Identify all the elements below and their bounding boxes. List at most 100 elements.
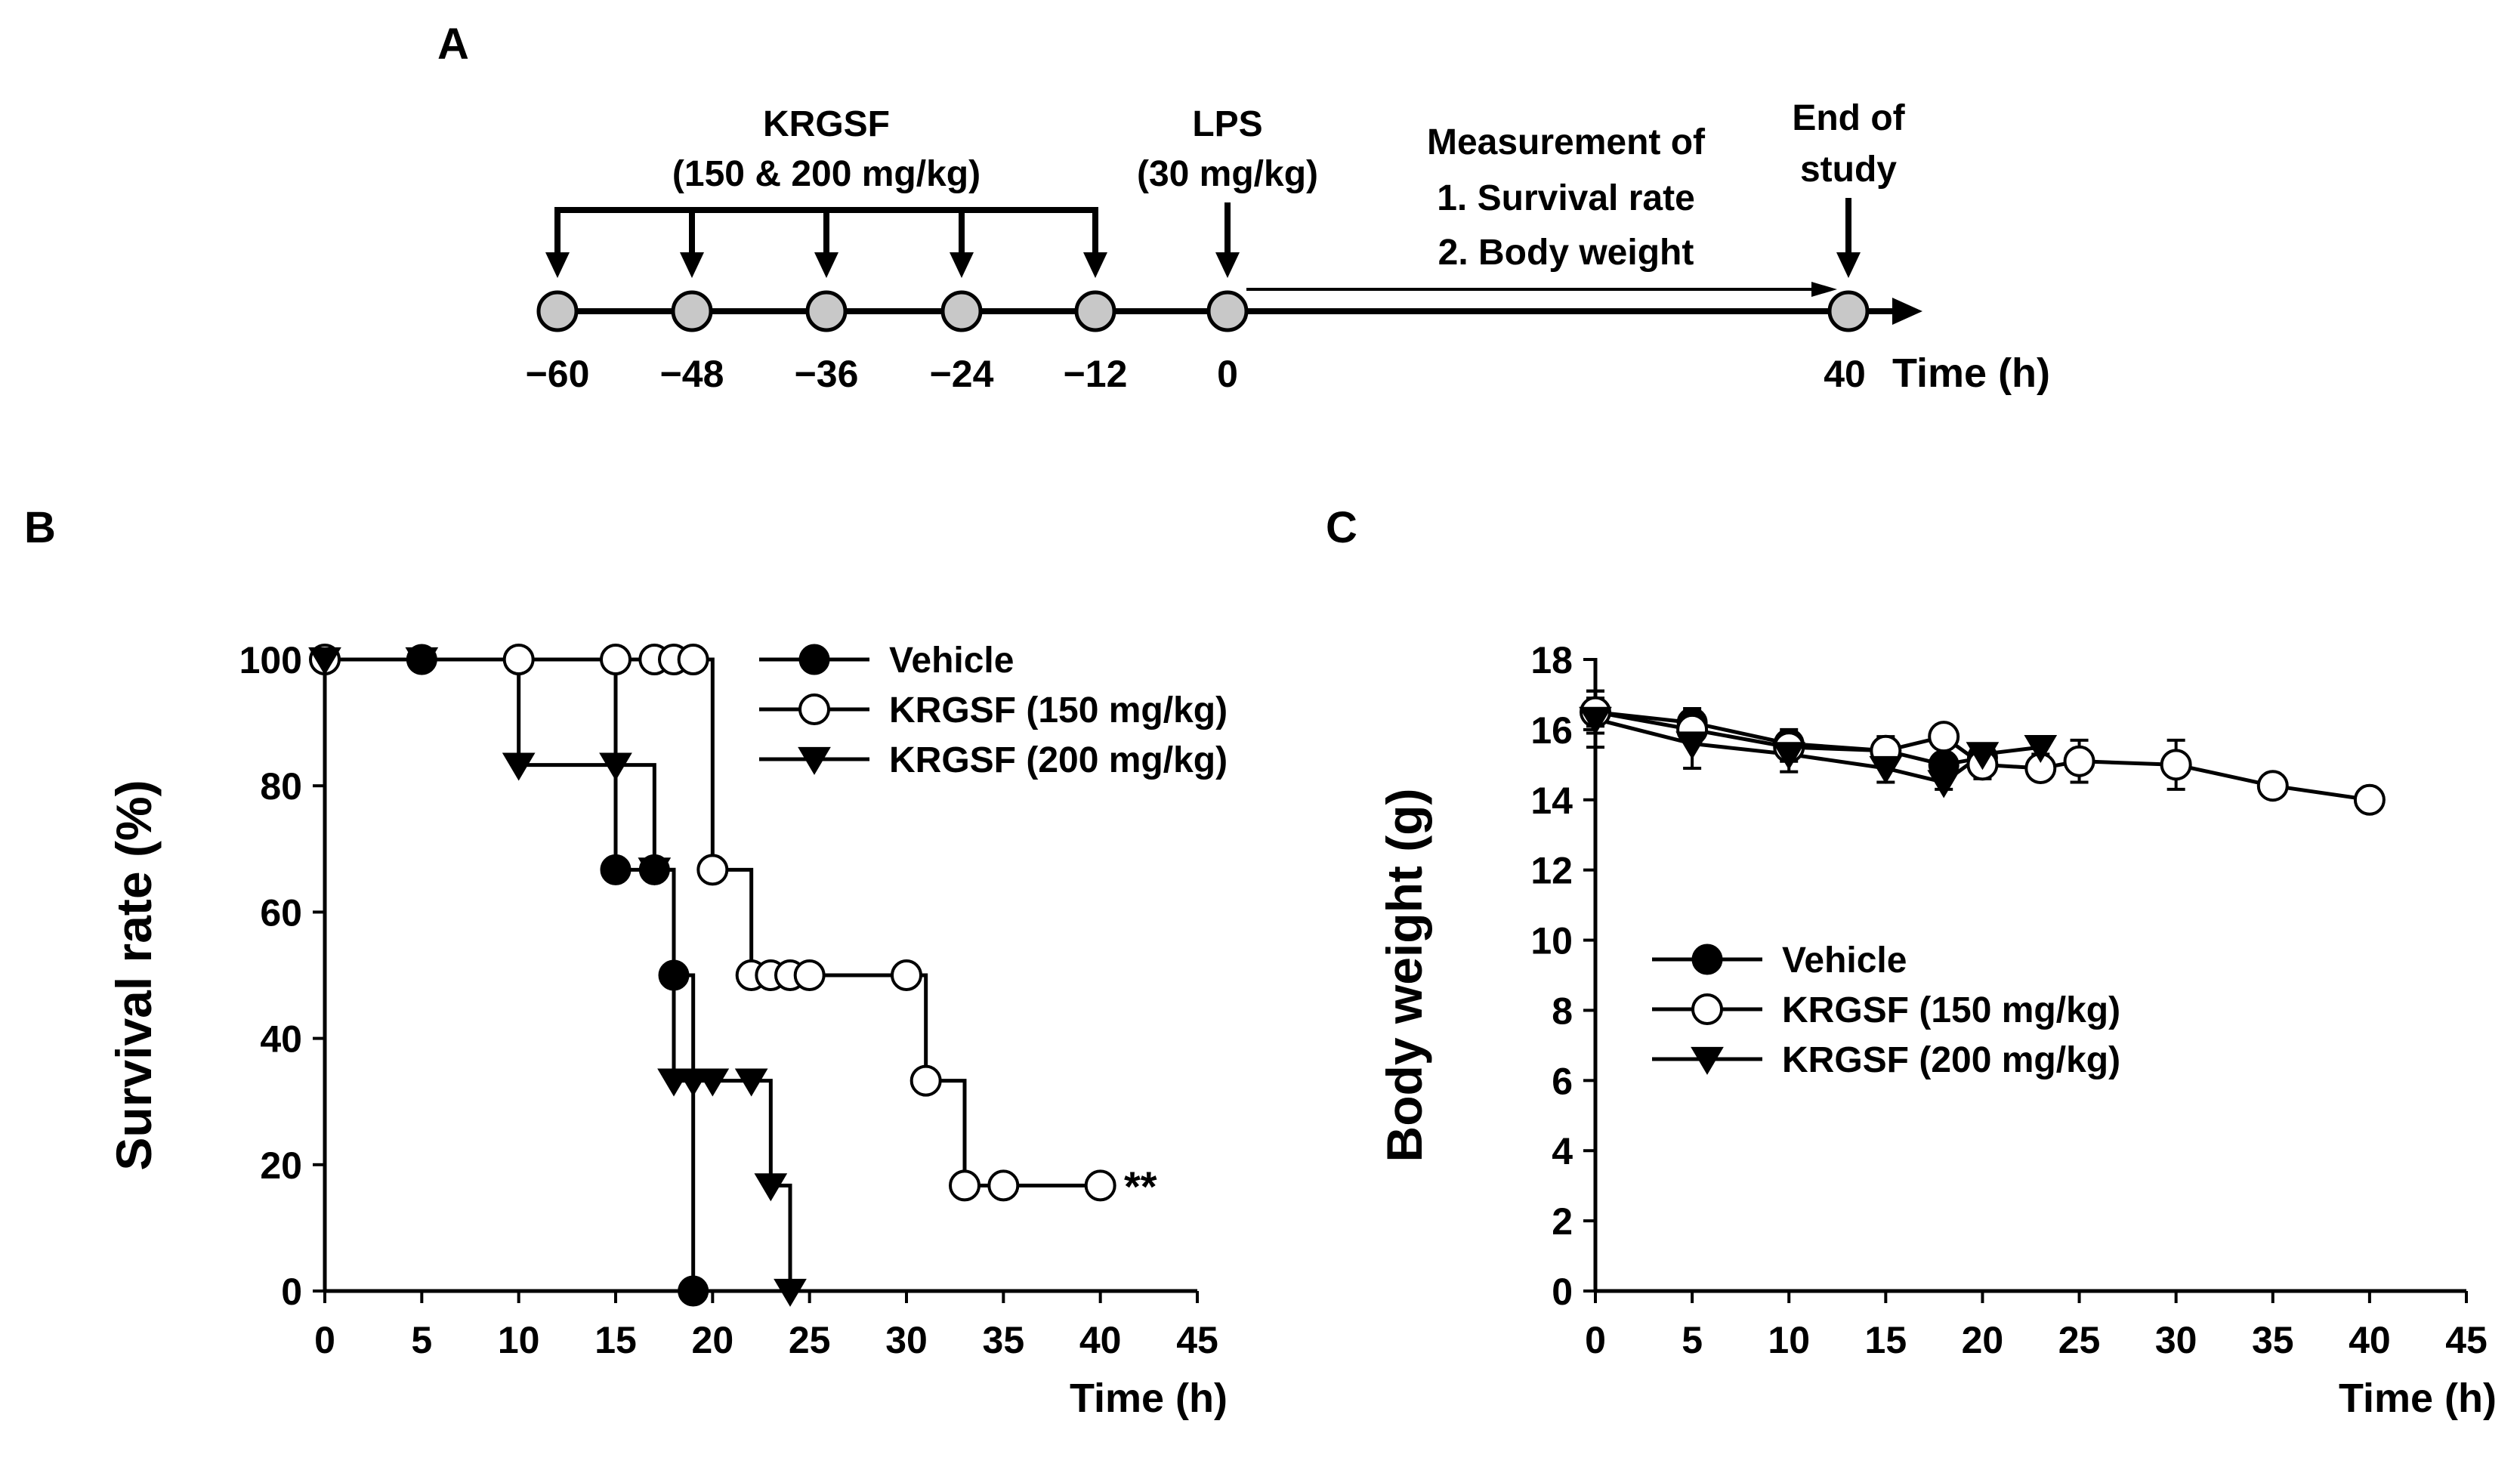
legend-marker-krgsf-150-mg-kg xyxy=(1691,993,1723,1025)
body-weight-series-markers xyxy=(1579,696,2386,816)
data-point-krgsf-200-mg-kg xyxy=(1869,755,1903,784)
body-weight-y-tick-label: 4 xyxy=(1552,1130,1573,1172)
data-point-krgsf-200-mg-kg xyxy=(1966,742,2000,771)
data-point-krgsf-200-mg-kg xyxy=(774,1278,807,1307)
legend-label-krgsf-150-mg-kg: KRGSF (150 mg/kg) xyxy=(889,690,1228,730)
data-point-krgsf-150-mg-kg xyxy=(909,1064,942,1097)
lps-dose: (30 mg/kg) xyxy=(1137,154,1318,194)
timeline-label: −60 xyxy=(526,353,590,395)
panel-b-label: B xyxy=(24,503,56,552)
data-point-krgsf-150-mg-kg xyxy=(600,644,632,675)
body-weight-y-tick-label: 18 xyxy=(1530,639,1573,681)
survival-y-tick-label: 40 xyxy=(260,1018,302,1061)
timeline-label: −12 xyxy=(1064,353,1128,395)
data-point-krgsf-200-mg-kg xyxy=(1579,706,1612,735)
data-point-krgsf-200-mg-kg xyxy=(405,647,439,675)
end-of-study-line-1: End of xyxy=(1792,98,1905,138)
survival-y-tick-label: 80 xyxy=(260,765,302,808)
legend-marker-krgsf-200-mg-kg xyxy=(798,746,831,775)
legend-label-krgsf-150-mg-kg: KRGSF (150 mg/kg) xyxy=(1782,990,2120,1030)
data-point-krgsf-150-mg-kg xyxy=(949,1169,981,1202)
timeline-node xyxy=(1827,290,1870,332)
body-weight-y-tick-label: 6 xyxy=(1552,1060,1573,1102)
data-point-krgsf-200-mg-kg xyxy=(2024,734,2058,764)
data-point-krgsf-200-mg-kg xyxy=(308,647,341,675)
body-weight-x-tick-label: 25 xyxy=(2058,1319,2101,1361)
body-weight-x-tick-label: 40 xyxy=(2349,1319,2391,1361)
data-point-krgsf-150-mg-kg xyxy=(891,959,922,991)
body-weight-y-tick-label: 8 xyxy=(1552,990,1573,1032)
legend-label-vehicle: Vehicle xyxy=(889,641,1014,681)
timeline-nodes xyxy=(536,290,1870,332)
survival-y-tick-label: 100 xyxy=(239,639,302,681)
legend-marker-vehicle xyxy=(798,644,830,675)
data-point-krgsf-200-mg-kg xyxy=(754,1173,788,1202)
survival-x-tick-label: 15 xyxy=(594,1319,637,1361)
data-point-vehicle xyxy=(600,854,632,885)
series-line-krgsf-200-mg-kg xyxy=(325,657,792,1291)
timeline-label: −24 xyxy=(930,353,994,395)
dosing-arrows xyxy=(545,210,1107,278)
timeline-node xyxy=(536,290,579,332)
timeline-labels: −60 −48 −36 −24 −12 0 40 xyxy=(526,353,1866,395)
body-weight-x-tick-label: 45 xyxy=(2445,1319,2488,1361)
survival-x-tick-label: 40 xyxy=(1079,1319,1122,1361)
legend-marker-krgsf-200-mg-kg xyxy=(1691,1046,1724,1075)
lps-title: LPS xyxy=(1192,104,1262,144)
body-weight-y-tick-label: 16 xyxy=(1530,709,1573,752)
survival-y-axis-label: Survival rate (%) xyxy=(106,780,162,1170)
survival-x-tick-label: 25 xyxy=(789,1319,831,1361)
body-weight-x-tick-label: 5 xyxy=(1682,1319,1703,1361)
timeline-label: 40 xyxy=(1824,353,1866,395)
data-point-krgsf-150-mg-kg xyxy=(2256,770,2289,802)
legend-marker-vehicle xyxy=(1691,944,1723,975)
significance-marker: ** xyxy=(1124,1163,1157,1210)
body-weight-x-tick-label: 10 xyxy=(1768,1319,1810,1361)
data-point-krgsf-150-mg-kg xyxy=(2353,783,2386,816)
timeline-label: 0 xyxy=(1217,353,1238,395)
series-line-krgsf-150-mg-kg xyxy=(325,657,1101,1188)
body-weight-x-tick-label: 0 xyxy=(1585,1319,1606,1361)
timeline-node xyxy=(671,290,713,332)
timeline-node xyxy=(1206,290,1249,332)
panel-a-label: A xyxy=(437,20,469,69)
data-point-krgsf-200-mg-kg xyxy=(599,752,632,781)
survival-x-tick-label: 10 xyxy=(498,1319,540,1361)
timeline-node xyxy=(805,290,848,332)
survival-y-tick-label: 20 xyxy=(260,1144,302,1187)
survival-legend: Vehicle KRGSF (150 mg/kg) KRGSF (200 mg/kg… xyxy=(759,641,1228,780)
survival-x-tick-label: 35 xyxy=(983,1319,1025,1361)
timeline-arrowhead xyxy=(1892,298,1922,325)
body-weight-x-axis-label: Time (h) xyxy=(2339,1376,2497,1421)
end-of-study-arrowhead xyxy=(1836,252,1861,278)
body-weight-legend: Vehicle KRGSF (150 mg/kg) KRGSF (200 mg/kg… xyxy=(1652,940,2120,1080)
data-point-krgsf-150-mg-kg xyxy=(987,1169,1020,1202)
timeline-node xyxy=(940,290,983,332)
timeline-axis-label: Time (h) xyxy=(1892,351,2050,396)
survival-series-markers xyxy=(308,644,1116,1307)
body-weight-y-tick-label: 14 xyxy=(1530,780,1573,822)
body-weight-axes: 0 5 10 15 20 25 30 35 40 45 0 2 4 6 8 10 12 14 16 18 Time (h… xyxy=(1376,639,2497,1421)
timeline-label: −48 xyxy=(660,353,724,395)
data-point-krgsf-150-mg-kg xyxy=(1928,721,1960,753)
survival-x-axis-label: Time (h) xyxy=(1070,1376,1228,1421)
data-point-krgsf-200-mg-kg xyxy=(1772,742,1806,771)
survival-x-tick-label: 0 xyxy=(314,1319,335,1361)
panel-c-label: C xyxy=(1326,503,1357,552)
body-weight-y-tick-label: 2 xyxy=(1552,1200,1573,1243)
measurement-item-2: 2. Body weight xyxy=(1438,233,1694,273)
legend-marker-krgsf-150-mg-kg xyxy=(798,693,830,725)
survival-x-tick-label: 45 xyxy=(1176,1319,1218,1361)
krgsf-dose: (150 & 200 mg/kg) xyxy=(672,154,981,194)
data-point-krgsf-150-mg-kg xyxy=(502,644,535,675)
lps-arrowhead xyxy=(1215,252,1240,278)
data-point-krgsf-150-mg-kg xyxy=(677,644,709,675)
body-weight-x-tick-label: 35 xyxy=(2252,1319,2294,1361)
legend-label-krgsf-200-mg-kg: KRGSF (200 mg/kg) xyxy=(889,740,1228,780)
measurement-item-1: 1. Survival rate xyxy=(1437,178,1695,218)
data-point-krgsf-150-mg-kg xyxy=(1084,1169,1116,1202)
survival-x-tick-label: 30 xyxy=(885,1319,928,1361)
body-weight-y-tick-label: 12 xyxy=(1530,850,1573,892)
body-weight-y-tick-label: 10 xyxy=(1530,920,1573,962)
